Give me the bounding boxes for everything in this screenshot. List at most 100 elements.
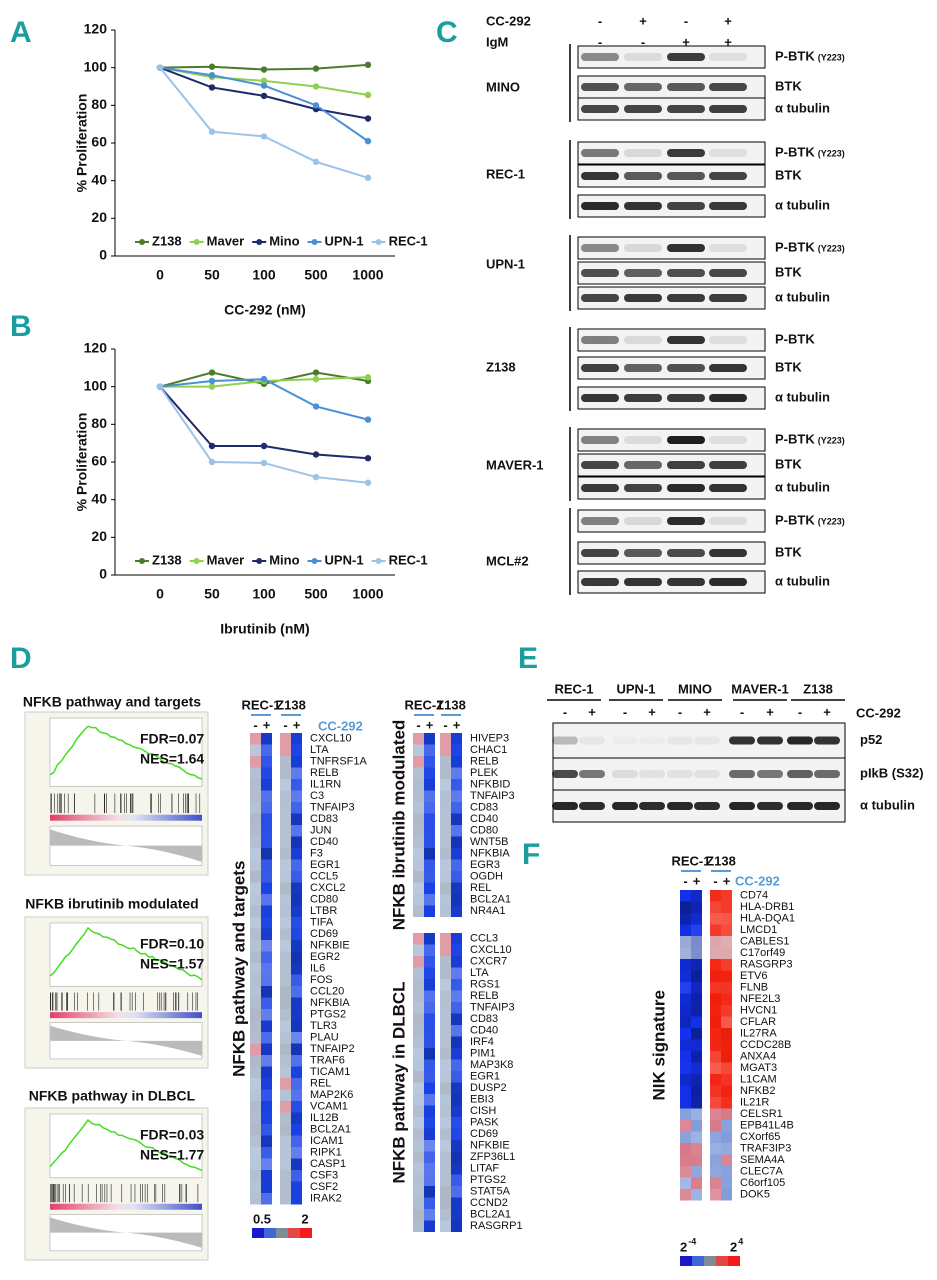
gene-label: TICAM1 [310,1066,350,1078]
heatmap-cell [250,733,261,745]
heatmap-cell [291,894,302,906]
blot-band [667,269,705,277]
heatmap-cell [261,882,272,894]
blot-band [581,105,619,113]
gene-label: C6orf105 [740,1177,785,1189]
heatmap-cell [451,1013,462,1025]
cell-line-label: MAVER-1 [486,457,544,472]
heatmap-cell [291,1101,302,1113]
heatmap-cell [691,1177,702,1189]
heatmap-cell [424,933,435,945]
blot-row-label: α tubulin [775,100,830,115]
x-tick-label: 0 [156,586,164,602]
heatmap-cell [680,993,691,1005]
data-point [260,375,268,383]
gene-label: PTGS2 [310,1009,346,1021]
color-scale-cell [680,1256,692,1266]
heatmap-cell [424,979,435,991]
heatmap-cell [451,1163,462,1175]
heatmap-cell [424,836,435,848]
gene-label: TLR3 [310,1020,337,1032]
heatmap-cell [680,1166,691,1178]
heatmap-column-label: Z138 [706,853,736,868]
heatmap-cell [424,825,435,837]
heatmap-cell [710,993,721,1005]
heatmap-cell [280,1158,291,1170]
heatmap-cell [250,1158,261,1170]
heatmap-cell [691,970,702,982]
heatmap-cell [280,1101,291,1113]
heatmap-cell [250,779,261,791]
heatmap-cell [440,790,451,802]
heatmap-cell [280,733,291,745]
y-tick-label: 100 [84,377,108,393]
gsea-title: NFKB pathway and targets [23,694,201,710]
heatmap-column-label: REC-1 [241,697,280,712]
gene-label: PTGS2 [470,1174,506,1186]
blot-band [624,269,662,277]
heatmap-cell [250,859,261,871]
gene-label: VCAM1 [310,1101,348,1113]
heatmap-cell [250,848,261,860]
gene-label: CD40 [470,1025,498,1037]
cell-line-label: UPN-1 [486,256,525,271]
heatmap-cell [413,1151,424,1163]
heatmap-cell [710,970,721,982]
heatmap-cell [280,1009,291,1021]
heatmap-cell [291,859,302,871]
heatmap-cell [451,756,462,768]
heatmap-cell [680,1074,691,1086]
heatmap-cell [680,1062,691,1074]
gene-label: LTA [470,967,489,979]
gene-label: BCL2A1 [470,894,511,906]
heatmap-cell [691,1039,702,1051]
data-point [312,375,320,383]
heatmap-cell [424,1117,435,1129]
heatmap-cell [291,1009,302,1021]
gene-label: CXCL2 [310,882,345,894]
heatmap-cell [250,802,261,814]
blot-band [709,149,747,157]
heatmap-cell [721,901,732,913]
heatmap-cell [261,1158,272,1170]
heatmap-cell [721,1028,732,1040]
heatmap-cell [280,1020,291,1032]
heatmap-cell [250,1066,261,1078]
heatmap-cell [424,779,435,791]
blot-band [581,269,619,277]
heatmap-cell [280,1043,291,1055]
gene-label: TRAF3IP3 [740,1143,791,1155]
heatmap-cell [413,767,424,779]
heatmap-cell [691,913,702,925]
heatmap-cell [280,1193,291,1205]
heatmap-cell [261,963,272,975]
blot-band [709,202,747,210]
blot-band [552,770,578,778]
heatmap-cell [691,982,702,994]
heatmap-cell [424,744,435,756]
heatmap-cell [680,924,691,936]
color-scale-cell [704,1256,716,1266]
heatmap-cell [424,1186,435,1198]
heatmap-cell [440,1197,451,1209]
blot-band [667,394,705,402]
heatmap-cell [424,1174,435,1186]
heatmap-cell [451,836,462,848]
legend-marker [193,558,200,564]
heatmap-cell [424,1094,435,1106]
heatmap-cell [261,1112,272,1124]
legend-marker [139,239,145,245]
gene-label: LMCD1 [740,924,777,936]
heatmap-cell [261,836,272,848]
gene-label: RELB [470,990,499,1002]
blot-band [639,802,665,810]
gene-label: NFKBIE [470,1140,510,1152]
treatment-sign: - [641,34,645,49]
heatmap-cell [291,848,302,860]
gene-label: PIM1 [470,1048,496,1060]
blot-band [624,53,662,61]
heatmap-cell [440,813,451,825]
blot-band [814,802,840,810]
heatmap-cell [451,905,462,917]
